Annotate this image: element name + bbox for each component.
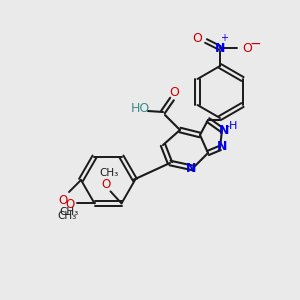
Text: N: N: [217, 140, 227, 154]
Text: −: −: [249, 37, 261, 51]
Text: CH₃: CH₃: [100, 168, 119, 178]
Text: HO: HO: [130, 101, 150, 115]
Text: CH₃: CH₃: [58, 212, 77, 221]
Text: -H: -H: [226, 121, 238, 131]
Text: O: O: [58, 194, 68, 206]
Text: O: O: [242, 41, 252, 55]
Text: N: N: [219, 124, 229, 137]
Text: CH₃: CH₃: [59, 207, 79, 217]
Text: N: N: [186, 163, 196, 176]
Text: O: O: [169, 85, 179, 98]
Text: O: O: [192, 32, 202, 44]
Text: N: N: [215, 41, 225, 55]
Text: +: +: [220, 33, 228, 43]
Text: O: O: [101, 178, 110, 191]
Text: O: O: [65, 198, 74, 211]
